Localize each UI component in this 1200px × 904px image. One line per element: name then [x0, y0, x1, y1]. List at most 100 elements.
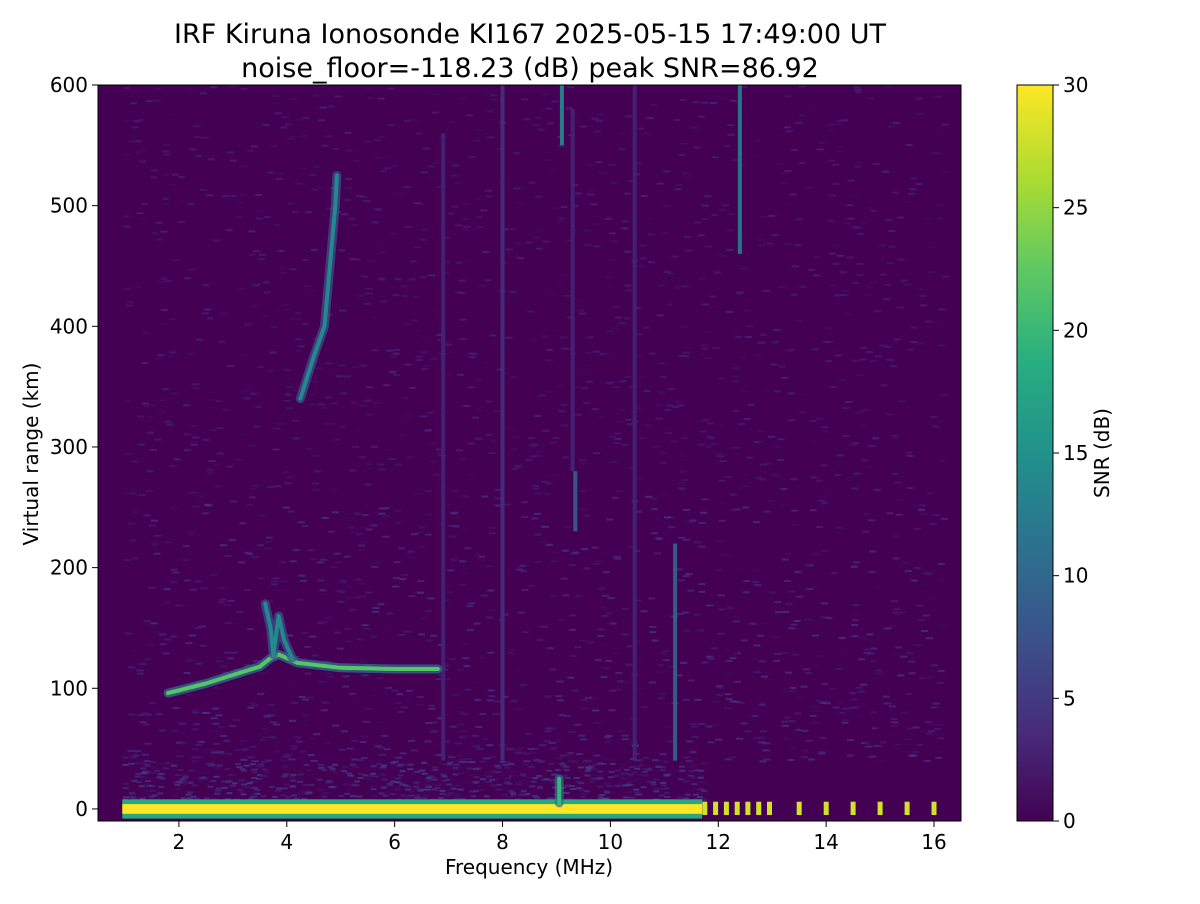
noise-cell [247, 756, 255, 759]
noise-cell [682, 355, 690, 358]
noise-cell [392, 373, 400, 376]
noise-cell [365, 287, 373, 290]
noise-cell [470, 795, 477, 798]
noise-cell [637, 773, 644, 776]
noise-cell [226, 779, 233, 782]
noise-cell [349, 258, 357, 261]
noise-cell [271, 580, 278, 583]
noise-cell [459, 583, 467, 586]
noise-cell [395, 777, 402, 780]
noise-cell [434, 787, 441, 790]
noise-cell [313, 777, 320, 780]
noise-cell [893, 338, 901, 341]
noise-cell [122, 769, 129, 772]
noise-cell [560, 754, 568, 757]
noise-cell [654, 518, 662, 521]
noise-cell [594, 560, 602, 562]
noise-cell [224, 798, 231, 801]
noise-cell [325, 722, 333, 725]
noise-cell [919, 572, 927, 575]
noise-cell [741, 390, 749, 393]
noise-cell [356, 638, 364, 641]
noise-cell [649, 631, 657, 634]
noise-cell [936, 204, 944, 207]
noise-cell [854, 165, 862, 168]
noise-cell [618, 132, 626, 135]
noise-cell [614, 784, 621, 787]
noise-cell [247, 706, 255, 709]
noise-cell [628, 180, 636, 183]
noise-cell [757, 736, 765, 739]
noise-cell [405, 689, 413, 692]
noise-cell [425, 490, 433, 493]
noise-cell [319, 671, 327, 674]
noise-cell [534, 533, 542, 536]
noise-cell [762, 388, 770, 391]
noise-cell [709, 516, 717, 519]
noise-cell [387, 784, 394, 787]
noise-cell [791, 509, 799, 512]
noise-cell [621, 220, 629, 223]
noise-cell [717, 455, 725, 458]
noise-cell [426, 411, 434, 414]
noise-cell [503, 503, 511, 506]
noise-cell [759, 760, 767, 763]
noise-cell [257, 765, 264, 768]
noise-cell [441, 775, 448, 778]
noise-cell [684, 236, 692, 238]
noise-cell [660, 781, 667, 784]
noise-cell [555, 757, 563, 760]
noise-cell [369, 707, 377, 710]
noise-cell [301, 798, 308, 801]
noise-cell [283, 368, 291, 371]
noise-cell [207, 785, 214, 788]
noise-cell [249, 488, 257, 490]
noise-cell [330, 566, 337, 569]
noise-cell [279, 272, 287, 274]
colorbar-tick-label: 20 [1063, 318, 1088, 342]
noise-cell [199, 92, 207, 95]
noise-cell [641, 480, 649, 483]
noise-cell [136, 212, 144, 215]
noise-cell [142, 762, 149, 765]
noise-cell [358, 544, 366, 547]
noise-cell [130, 650, 138, 653]
noise-cell [258, 786, 264, 789]
noise-cell [477, 789, 484, 792]
noise-cell [340, 392, 348, 395]
noise-cell [762, 289, 770, 292]
noise-cell [517, 746, 525, 749]
noise-cell [706, 435, 713, 438]
noise-cell [307, 696, 314, 699]
noise-cell [734, 680, 741, 683]
noise-cell [275, 789, 282, 792]
noise-cell [186, 797, 193, 800]
noise-cell [778, 365, 786, 368]
noise-cell [302, 259, 310, 261]
noise-cell [753, 521, 760, 524]
noise-cell [315, 785, 322, 788]
noise-cell [852, 604, 860, 606]
noise-cell [414, 782, 421, 785]
noise-cell [910, 177, 917, 180]
noise-cell [338, 748, 346, 751]
noise-cell [202, 284, 210, 287]
noise-cell [645, 218, 653, 220]
noise-cell [841, 653, 848, 656]
noise-cell [217, 726, 225, 729]
noise-cell [442, 236, 450, 239]
noise-cell [236, 458, 243, 461]
noise-cell [421, 368, 429, 370]
noise-cell [317, 186, 325, 189]
noise-cell [810, 476, 818, 479]
noise-cell [780, 488, 788, 491]
noise-cell [692, 767, 699, 769]
noise-cell [269, 375, 277, 378]
noise-cell [146, 100, 153, 103]
noise-cell [373, 139, 381, 142]
noise-cell [243, 764, 250, 767]
noise-cell [603, 571, 611, 574]
noise-cell [234, 763, 241, 766]
noise-cell [436, 334, 443, 337]
noise-cell [456, 691, 464, 694]
